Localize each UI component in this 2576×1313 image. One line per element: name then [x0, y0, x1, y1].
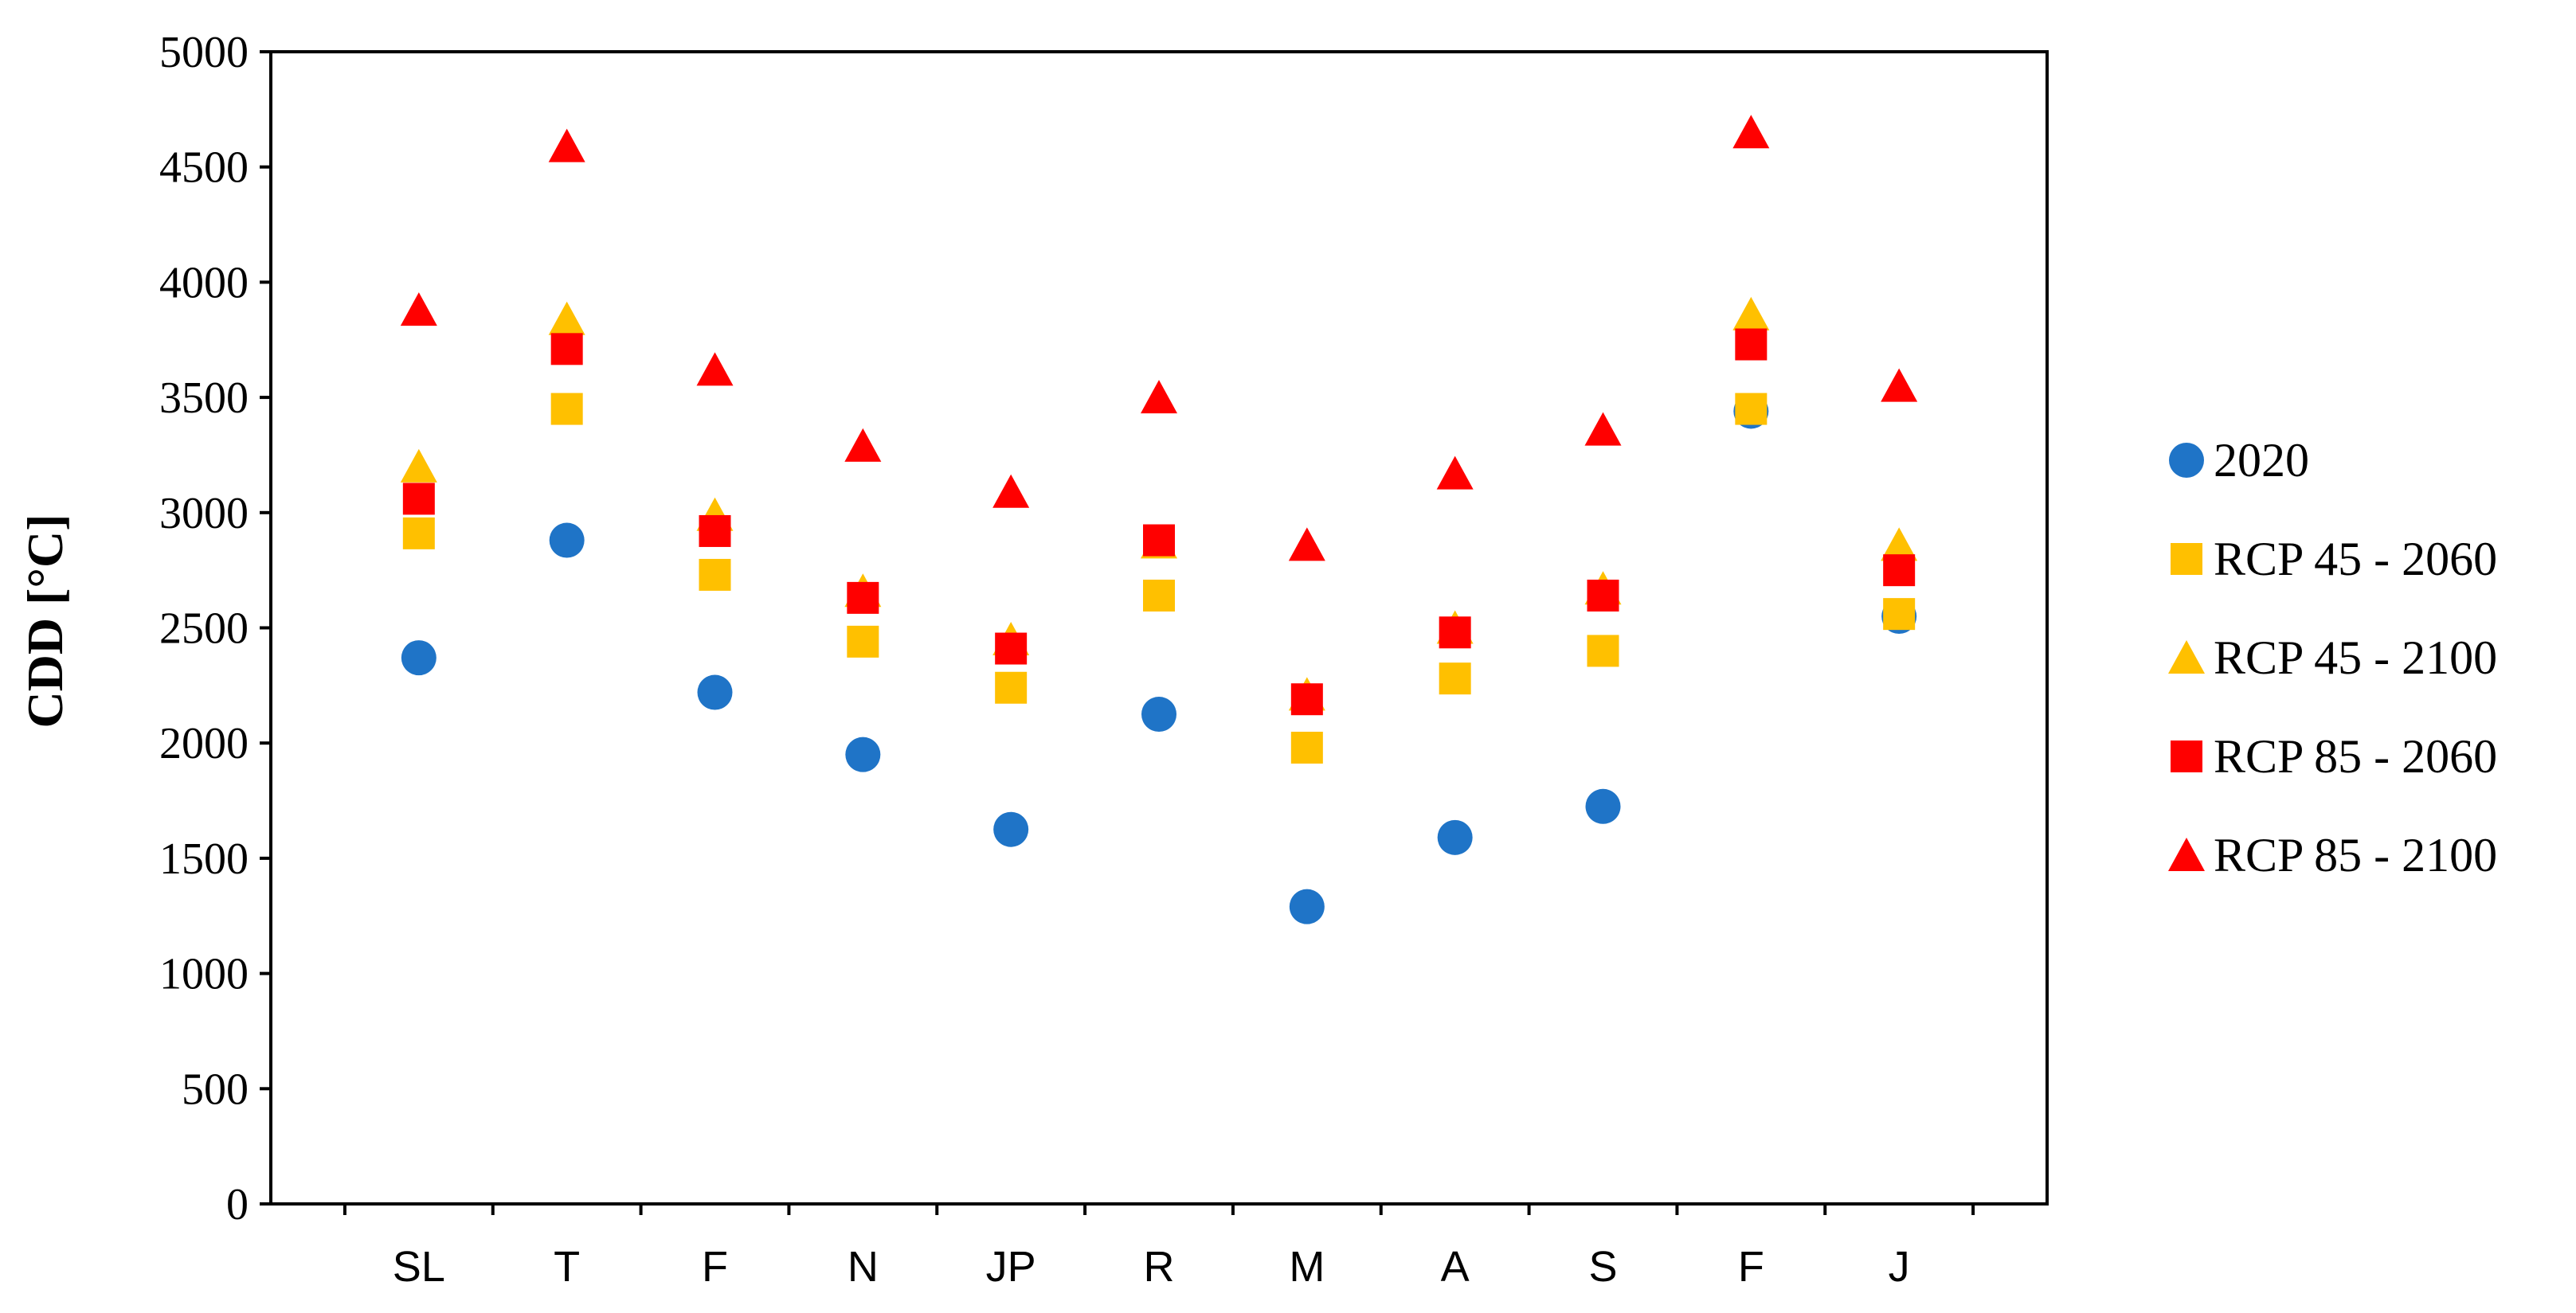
legend-marker: [2168, 640, 2205, 674]
data-point: [1735, 328, 1768, 361]
legend-item: RCP 45 - 2100: [2168, 631, 2497, 684]
data-point: [1290, 731, 1323, 764]
data-point: [402, 483, 435, 515]
data-point: [1883, 554, 1916, 587]
data-point: [400, 292, 437, 326]
y-axis-title: CDD [°C]: [17, 514, 73, 728]
legend-label: RCP 45 - 2100: [2214, 631, 2497, 684]
x-axis: SL T F N JP R M A S F J: [343, 1204, 1975, 1291]
data-point: [1584, 412, 1622, 446]
series-3: [402, 328, 1916, 716]
data-point: [548, 301, 585, 335]
legend: 2020 RCP 45 - 2060 RCP 45 - 2100 RCP 85 - 2…: [2168, 434, 2497, 881]
y-tick-label: 4500: [159, 143, 249, 193]
data-point: [1141, 380, 1177, 414]
y-tick-label: 500: [182, 1065, 249, 1114]
y-tick-label: 4000: [159, 258, 249, 307]
data-point: [1143, 524, 1175, 557]
x-tick-label: JP: [986, 1243, 1036, 1291]
data-point: [699, 514, 731, 547]
data-point: [1439, 616, 1471, 649]
x-tick-label: T: [554, 1243, 580, 1291]
x-tick-label: F: [1738, 1243, 1764, 1291]
series-4: [400, 115, 1918, 561]
data-point: [1437, 819, 1473, 855]
series-1: [402, 393, 1916, 764]
data-point: [696, 352, 734, 386]
data-point: [1881, 368, 1918, 402]
data-point: [845, 737, 881, 772]
legend-label: 2020: [2214, 434, 2309, 487]
x-tick-label: R: [1144, 1243, 1175, 1291]
y-tick-label: 2500: [159, 604, 249, 654]
y-tick-label: 0: [226, 1180, 249, 1229]
y-tick-label: 5000: [159, 28, 249, 77]
data-point: [1141, 697, 1176, 733]
legend-label: RCP 45 - 2060: [2214, 533, 2497, 585]
data-point: [1732, 115, 1770, 149]
data-point: [1883, 598, 1916, 631]
data-point: [992, 474, 1030, 508]
y-tick-label: 1000: [159, 950, 249, 999]
legend-marker: [2171, 543, 2202, 575]
legend-label: RCP 85 - 2100: [2214, 829, 2497, 881]
legend-item: RCP 85 - 2100: [2168, 829, 2497, 881]
data-point: [1585, 788, 1621, 824]
data-point: [401, 640, 437, 676]
data-point: [548, 128, 585, 162]
data-point: [402, 517, 435, 549]
y-tick-label: 2000: [159, 719, 249, 768]
x-tick-label: J: [1889, 1243, 1910, 1291]
data-point: [847, 581, 879, 614]
x-tick-label: SL: [393, 1243, 445, 1291]
y-tick-label: 3000: [159, 489, 249, 538]
data-markers: [400, 115, 1918, 924]
data-point: [1735, 393, 1768, 425]
data-point: [844, 428, 882, 462]
x-tick-label: A: [1441, 1243, 1470, 1291]
y-tick-label: 3500: [159, 373, 249, 423]
data-point: [995, 671, 1028, 704]
data-point: [1439, 662, 1471, 695]
data-point: [1881, 527, 1918, 561]
data-point: [1143, 579, 1175, 612]
legend-item: RCP 45 - 2060: [2171, 533, 2497, 585]
legend-marker: [2171, 741, 2202, 772]
legend-item: RCP 85 - 2060: [2171, 730, 2497, 783]
legend-item: 2020: [2169, 434, 2309, 487]
data-point: [1436, 455, 1474, 490]
data-point: [697, 674, 733, 710]
data-point: [1290, 683, 1323, 716]
legend-label: RCP 85 - 2060: [2214, 730, 2497, 783]
legend-marker: [2168, 838, 2205, 871]
data-point: [699, 558, 731, 591]
data-point: [1289, 889, 1325, 924]
data-point: [847, 625, 879, 658]
legend-marker: [2169, 443, 2204, 478]
x-tick-label: M: [1289, 1243, 1325, 1291]
y-tick-label: 1500: [159, 834, 249, 884]
data-point: [549, 522, 585, 558]
data-point: [1732, 296, 1770, 330]
data-point: [1587, 579, 1619, 612]
data-point: [993, 811, 1029, 847]
data-point: [995, 632, 1028, 665]
data-point: [1587, 635, 1619, 667]
data-point: [550, 393, 583, 425]
x-tick-label: N: [848, 1243, 879, 1291]
y-axis: 0 500 1000 1500 2000 2500 3000 3500 4000 4500 5000: [159, 28, 271, 1229]
data-point: [400, 448, 437, 483]
x-tick-label: S: [1588, 1243, 1617, 1291]
x-tick-label: F: [702, 1243, 728, 1291]
data-point: [1288, 527, 1325, 561]
data-point: [550, 333, 583, 365]
